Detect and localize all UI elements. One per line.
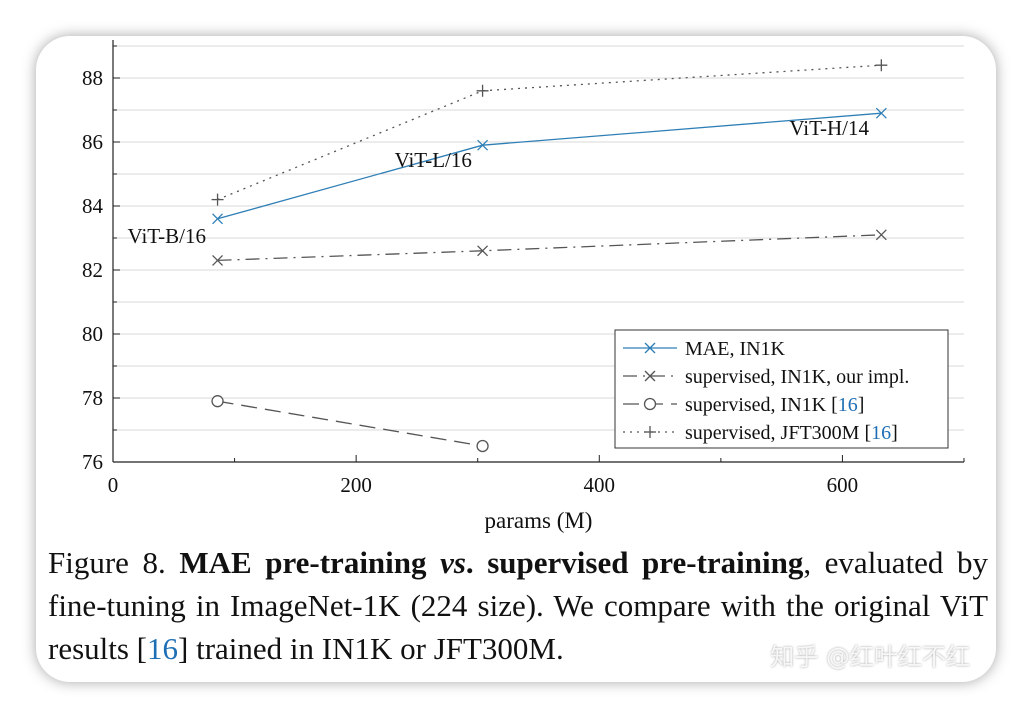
y-tick-label: 86 — [82, 130, 103, 154]
legend-box — [614, 329, 949, 449]
data-point — [477, 245, 489, 257]
legend-entry: supervised, IN1K [16] — [623, 394, 864, 416]
point-annotations: ViT-B/16 ViT-L/16 ViT-H/14 — [128, 116, 870, 248]
legend-label: supervised, JFT300M [16] — [685, 422, 898, 444]
y-tick-label: 88 — [82, 66, 103, 90]
data-point — [477, 139, 489, 151]
point-annotation: ViT-L/16 — [395, 148, 472, 172]
x-tick-label: 200 — [340, 473, 372, 497]
legend-label: supervised, IN1K [16] — [685, 394, 864, 416]
caption-bold-italic: vs — [440, 545, 466, 580]
legend: MAE, IN1K supervised, IN1K, our impl. supe… — [614, 329, 949, 449]
series-line-1 — [217, 234, 882, 262]
legend-entry: MAE, IN1K — [623, 338, 786, 360]
series-lines — [211, 59, 888, 453]
data-point — [476, 439, 489, 453]
legend-marker — [644, 370, 656, 382]
series-line-2 — [217, 400, 483, 447]
series-line-0 — [217, 112, 882, 220]
data-point — [875, 107, 887, 119]
caption-citation-link[interactable]: 16 — [147, 631, 179, 666]
data-point — [875, 59, 888, 72]
caption-bold-1: MAE pre-training — [179, 545, 441, 580]
chart: 76 78 80 82 84 86 88 0 200 400 600 params (M) ViT-B… — [82, 40, 965, 533]
caption-text-2: ] trained in IN1K or JFT300M. — [178, 631, 564, 666]
legend-entry: supervised, JFT300M [16] — [623, 422, 898, 444]
y-tick-label: 78 — [82, 386, 103, 410]
watermark: 知乎 @红叶红不红 — [770, 643, 970, 671]
point-annotation: ViT-H/14 — [789, 116, 869, 140]
y-tick-label: 76 — [82, 450, 103, 474]
series-line-3 — [217, 64, 882, 201]
y-tick-label: 84 — [82, 194, 104, 218]
data-point — [212, 254, 224, 266]
data-point — [875, 229, 887, 241]
data-point — [476, 84, 489, 97]
caption-bold-2: . supervised pre-training — [465, 545, 804, 580]
x-tick-label: 0 — [108, 473, 119, 497]
caption-prefix: Figure 8. — [48, 545, 180, 580]
point-annotation: ViT-B/16 — [128, 224, 206, 248]
figure-caption: Figure 8. MAE pre-training vs. supervise… — [48, 541, 988, 670]
legend-marker — [644, 342, 656, 354]
legend-marker — [644, 426, 656, 438]
x-tick-label: 400 — [584, 473, 616, 497]
legend-entry: supervised, IN1K, our impl. — [623, 366, 909, 388]
grid — [113, 45, 964, 431]
caption-text-1: , evaluated by fine-tuning in ImageNet-1… — [48, 545, 989, 666]
y-tick-label: 80 — [82, 322, 103, 346]
x-tick-label: 600 — [827, 473, 859, 497]
legend-label: MAE, IN1K — [685, 338, 786, 360]
data-point — [212, 213, 224, 225]
y-tick-label: 82 — [82, 258, 103, 282]
x-axis-label: params (M) — [485, 508, 593, 533]
data-point — [211, 193, 224, 206]
legend-label: supervised, IN1K, our impl. — [685, 366, 909, 388]
axes: 76 78 80 82 84 86 88 0 200 400 600 params (M) — [82, 40, 965, 533]
legend-marker — [643, 397, 657, 411]
data-point — [211, 395, 224, 408]
figure-card: 76 78 80 82 84 86 88 0 200 400 600 params (M) ViT-B… — [36, 36, 996, 682]
